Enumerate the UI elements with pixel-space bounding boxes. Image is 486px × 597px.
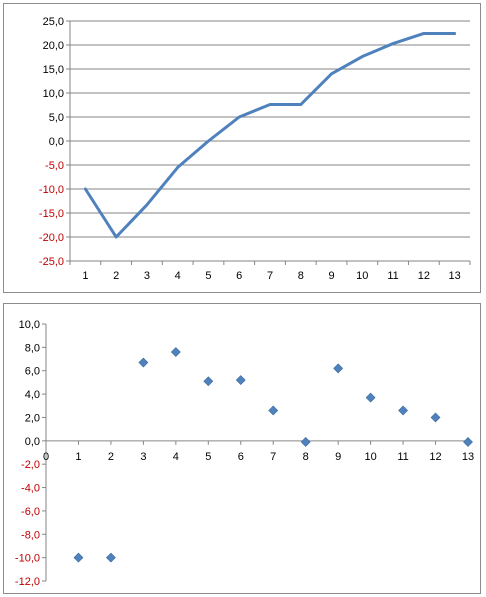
x-tick-label: 6: [238, 451, 244, 463]
x-tick-label: 5: [205, 270, 211, 282]
y-tick-label: -12,0: [15, 576, 40, 588]
x-tick-label: 12: [418, 270, 430, 282]
x-tick-label: 11: [397, 451, 408, 463]
x-tick-label: 13: [448, 270, 460, 282]
x-tick-label: 1: [75, 451, 81, 463]
scatter-chart: 10,0 8,0 6,0 4,0 2,0 0,0 -2,0 -4,0 -6,0 -8,0 -10,0…: [15, 319, 474, 588]
x-tick-label: 11: [387, 270, 398, 282]
y-tick-label: 25,0: [43, 16, 64, 28]
x-tick-label: 10: [356, 270, 368, 282]
x-tick-label: 8: [303, 451, 309, 463]
data-point: [105, 552, 116, 563]
data-point: [398, 405, 409, 416]
data-point: [138, 357, 149, 368]
scatter-chart-panel: 10,0 8,0 6,0 4,0 2,0 0,0 -2,0 -4,0 -6,0 -8,0 -10,0…: [3, 303, 481, 594]
data-point: [235, 375, 246, 385]
y-tick-label: -10,0: [39, 184, 64, 196]
x-tick-label: 0: [43, 451, 49, 463]
data-point: [268, 405, 279, 416]
y-tick-label: -20,0: [39, 232, 64, 244]
line-chart: 25,0 20,0 15,0 10,0 5,0 0,0 -5,0 -10,0 -15,0 -20,…: [39, 16, 471, 282]
x-tick-label: 5: [205, 451, 211, 463]
y-tick-label: 0,0: [25, 436, 40, 448]
y-tick-label: -2,0: [21, 459, 40, 471]
y-tick-label: -8,0: [21, 529, 40, 541]
data-point: [463, 437, 473, 447]
y-tick-label: 20,0: [43, 40, 64, 52]
y-tick-label: 6,0: [25, 366, 40, 378]
data-point: [73, 552, 84, 563]
y-tick-label: 0,0: [49, 136, 64, 148]
y-tick-label: 5,0: [49, 112, 64, 124]
y-tick-label: 15,0: [43, 64, 64, 76]
x-tick-label: 4: [173, 451, 179, 463]
series-line: [83, 31, 457, 239]
data-point: [203, 376, 214, 387]
y-tick-label: 4,0: [25, 389, 40, 401]
x-tick-label: 8: [298, 270, 304, 282]
y-tick-label: -4,0: [21, 483, 40, 495]
line-chart-panel: 25,0 20,0 15,0 10,0 5,0 0,0 -5,0 -10,0 -15,0 -20,…: [3, 3, 481, 293]
x-tick-label: 3: [140, 451, 146, 463]
x-tick-label: 6: [236, 270, 242, 282]
y-tick-label: -15,0: [39, 208, 64, 220]
x-tick-label: 12: [429, 451, 441, 463]
y-tick-label: -5,0: [45, 160, 64, 172]
y-tick-label: 10,0: [43, 88, 64, 100]
y-tick-label: -10,0: [15, 553, 40, 565]
x-tick-label: 7: [270, 451, 276, 463]
y-tick-label: -6,0: [21, 506, 40, 518]
data-point: [333, 363, 344, 374]
x-tick-label: 10: [364, 451, 376, 463]
y-tick-label: 10,0: [19, 319, 40, 331]
x-tick-label: 3: [144, 270, 150, 282]
x-tick-label: 7: [267, 270, 273, 282]
x-tick-label: 13: [462, 451, 474, 463]
y-tick-label: 2,0: [25, 412, 40, 424]
x-tick-label: 9: [335, 451, 341, 463]
data-point: [170, 347, 181, 357]
data-point: [300, 437, 311, 447]
x-tick-label: 9: [328, 270, 334, 282]
x-tick-label: 2: [108, 451, 114, 463]
y-tick-label: 8,0: [25, 342, 40, 354]
x-tick-label: 2: [113, 270, 119, 282]
x-tick-label: 4: [175, 270, 181, 282]
data-point: [430, 412, 441, 423]
y-tick-label: -25,0: [39, 256, 64, 268]
data-point: [365, 392, 376, 403]
x-tick-label: 1: [82, 270, 88, 282]
